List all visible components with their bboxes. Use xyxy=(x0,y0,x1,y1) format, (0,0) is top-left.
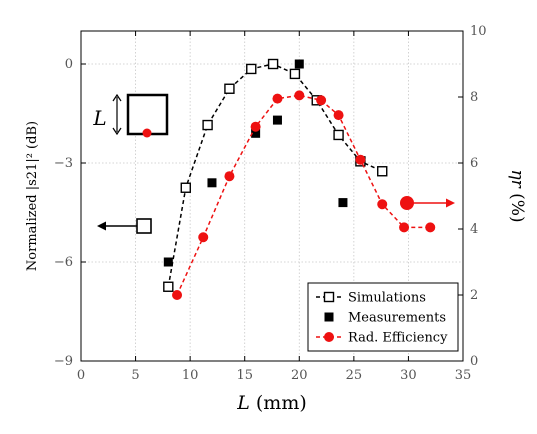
rad-efficiency-point xyxy=(316,95,327,106)
x-tick-label: 5 xyxy=(131,368,139,383)
simulations-point xyxy=(163,281,174,292)
simulations-point xyxy=(333,129,344,141)
decor-layer: L xyxy=(92,93,455,234)
x-tick-label: 10 xyxy=(182,368,199,383)
y-left-tick-label: 0 xyxy=(65,57,73,72)
simulations-point xyxy=(180,182,191,193)
rad-efficiency-point xyxy=(224,171,235,182)
simulations-point xyxy=(224,83,235,94)
x-tick-label: 30 xyxy=(400,368,417,383)
plot-frame xyxy=(80,30,464,362)
rad-efficiency-point xyxy=(294,90,305,101)
legend-marker-rad-efficiency xyxy=(324,332,334,342)
inset-arrowhead-down xyxy=(112,127,122,136)
measurements-point xyxy=(272,115,282,125)
simulations-point xyxy=(202,119,213,131)
simulations-point xyxy=(246,63,257,75)
rad-efficiency-point xyxy=(172,290,183,300)
x-tick-label: 15 xyxy=(236,368,253,383)
legend-label-measurements: Measurements xyxy=(348,311,446,326)
rad-efficiency-point xyxy=(399,222,410,233)
inset-square xyxy=(126,93,169,136)
rad-efficiency-line xyxy=(176,94,431,296)
rad-efficiency-point xyxy=(355,154,366,165)
simulations-point xyxy=(377,166,388,177)
series-layer xyxy=(163,58,436,300)
inset-arrowhead-up xyxy=(112,93,122,102)
right-axis-arrow-marker xyxy=(400,196,414,210)
simulations-point xyxy=(289,68,301,80)
rad-efficiency-point xyxy=(198,232,209,243)
legend-label-simulations: Simulations xyxy=(348,291,426,306)
rad-efficiency-point xyxy=(250,121,261,132)
simulations-point xyxy=(267,58,279,70)
y-right-tick-label: 4 xyxy=(470,222,478,237)
legend-marker-measurements xyxy=(324,312,334,322)
inset-feed-dot xyxy=(142,128,152,138)
y-right-axis-label: ηr (%) xyxy=(507,169,527,222)
legend-layer: Simulations Measurements Rad. Efficiency xyxy=(307,282,459,352)
y-left-tick-label: −9 xyxy=(54,354,73,369)
measurements-point xyxy=(294,59,304,69)
legend-marker-simulations xyxy=(323,291,335,303)
measurements-point xyxy=(251,128,261,138)
legend-label-rad-efficiency: Rad. Efficiency xyxy=(348,331,448,346)
y-right-tick-label: 8 xyxy=(470,90,478,105)
y-right-tick-label: 0 xyxy=(470,354,478,369)
right-axis-arrowhead xyxy=(446,198,455,208)
left-axis-arrow-marker xyxy=(136,218,152,234)
y-right-tick-label: 6 xyxy=(470,156,478,171)
rad-efficiency-point xyxy=(333,110,344,121)
y-right-tick-label: 2 xyxy=(470,288,478,303)
y-left-axis-label: Normalized |s21|² (dB) xyxy=(25,121,40,271)
y-left-tick-label: −6 xyxy=(54,255,73,270)
inset-length-label: L xyxy=(92,106,106,130)
rad-efficiency-point xyxy=(272,93,283,104)
y-left-tick-label: −3 xyxy=(54,156,73,171)
measurements-point xyxy=(207,178,217,188)
y-right-tick-label: 10 xyxy=(470,24,487,39)
x-tick-label: 20 xyxy=(291,368,308,383)
rad-efficiency-point xyxy=(377,199,388,210)
x-tick-label: 35 xyxy=(455,368,472,383)
left-axis-arrowhead xyxy=(97,221,106,231)
x-tick-label: 25 xyxy=(346,368,363,383)
measurements-point xyxy=(338,198,348,208)
x-tick-label: 0 xyxy=(77,368,85,383)
x-axis-label: L (mm) xyxy=(236,392,307,414)
rad-efficiency-point xyxy=(425,222,436,233)
measurements-point xyxy=(163,257,173,267)
